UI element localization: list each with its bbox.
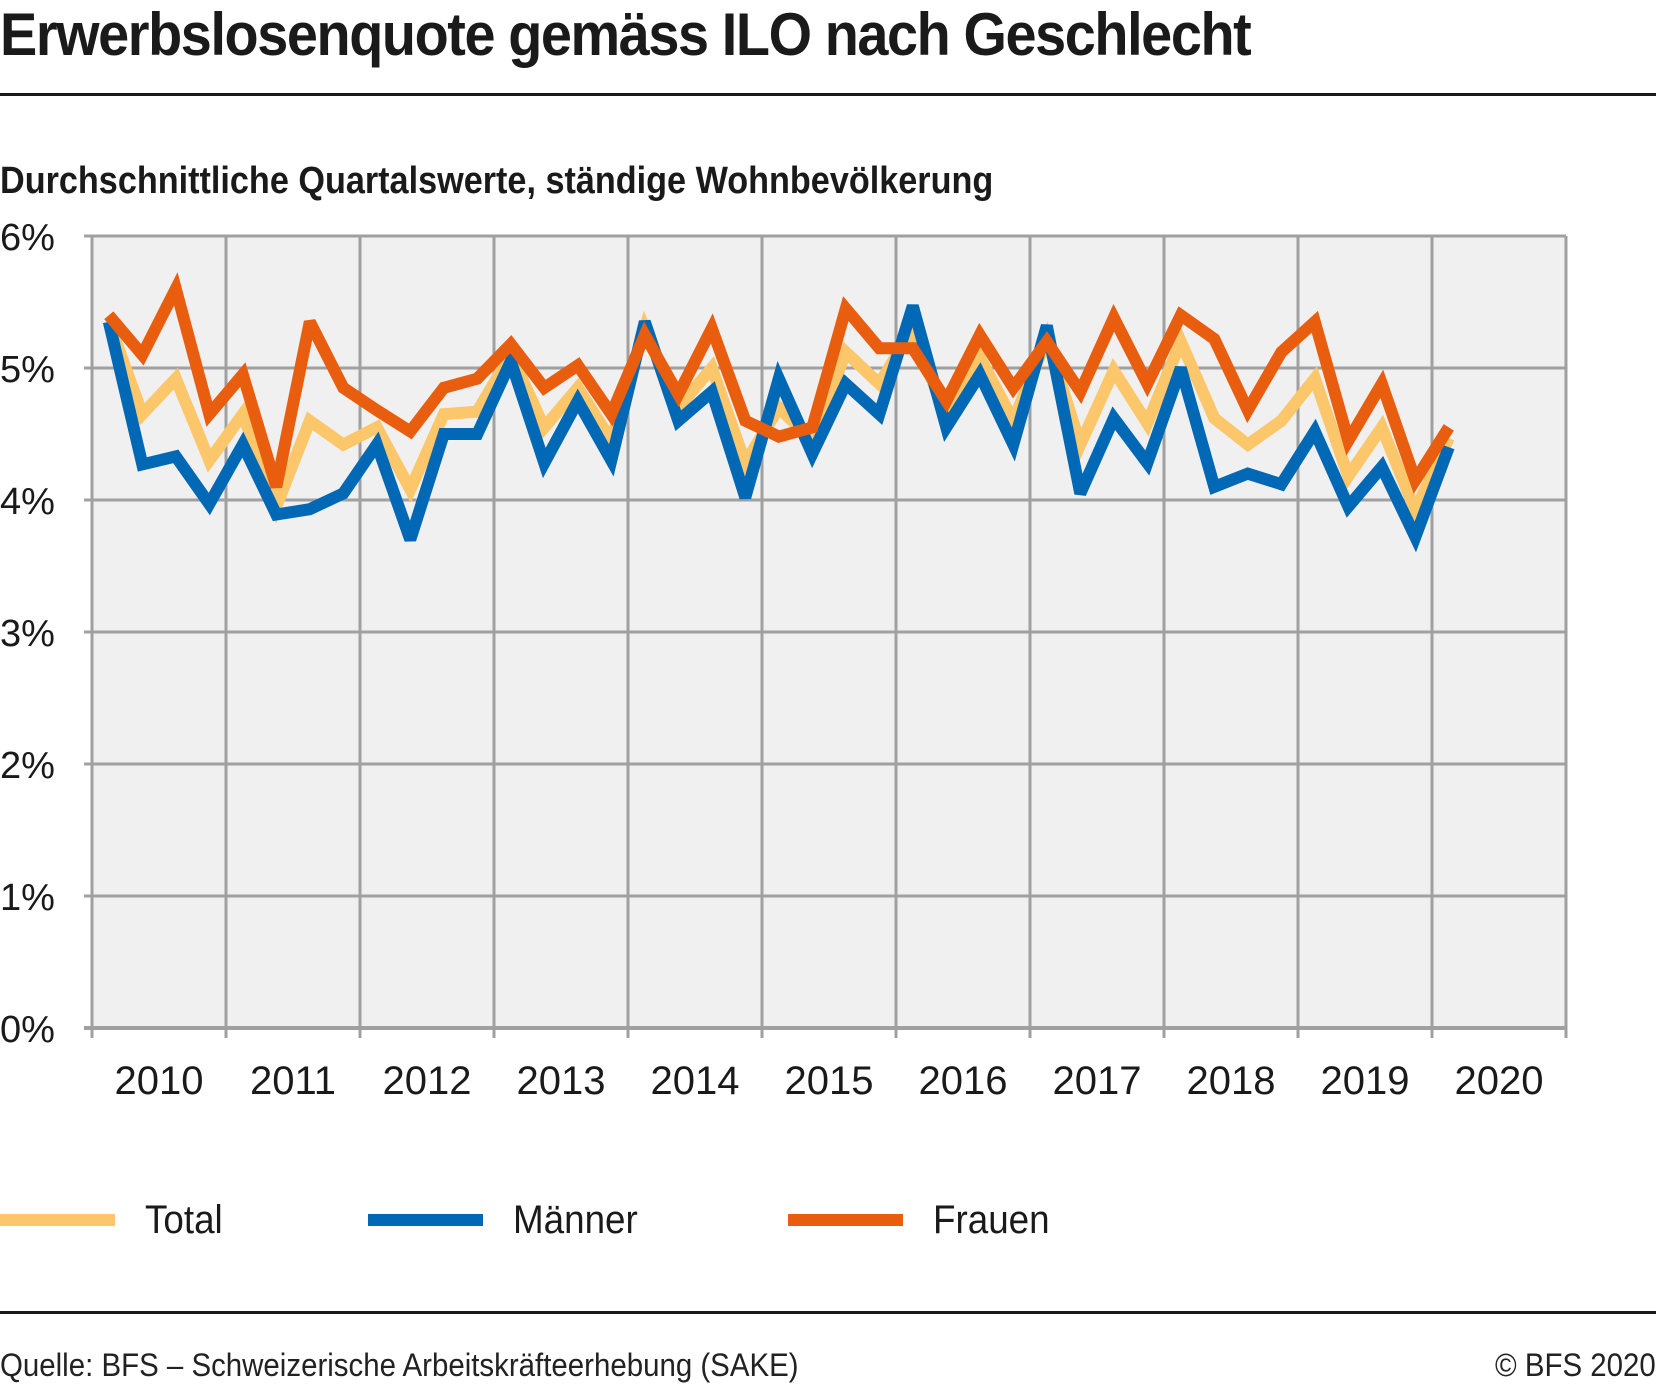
x-tick-label: 2011 — [250, 1059, 336, 1103]
title-divider — [0, 93, 1656, 96]
y-tick-label: 5% — [0, 349, 55, 391]
y-tick-label: 6% — [0, 220, 55, 259]
legend-item-total: Total — [0, 1190, 230, 1250]
legend-item-maenner: Männer — [368, 1190, 649, 1250]
chart-subtitle: Durchschnittliche Quartalswerte, ständig… — [0, 160, 994, 202]
legend-label-frauen: Frauen — [933, 1197, 1050, 1242]
series-line-total — [103, 310, 1455, 526]
legend-label-maenner: Männer — [513, 1197, 638, 1242]
y-tick-label: 2% — [0, 745, 55, 787]
source-note: Quelle: BFS – Schweizerische Arbeitskräf… — [0, 1347, 799, 1383]
footer-divider — [0, 1311, 1656, 1314]
legend: Total Männer Frauen — [0, 1190, 1656, 1250]
line-chart: 0% 1% 2% 3% 4% 5% 6% 2010 2011 2012 2013 2014 2015 20… — [0, 220, 1568, 1103]
y-tick-label: 3% — [0, 613, 55, 655]
legend-item-frauen: Frauen — [788, 1190, 1060, 1250]
x-tick-label: 2017 — [1053, 1059, 1142, 1103]
series-line-mnner — [102, 304, 1455, 553]
y-tick-label: 1% — [0, 877, 55, 919]
x-tick-label: 2020 — [1455, 1059, 1544, 1103]
x-tick-label: 2014 — [651, 1059, 740, 1103]
y-tick-label: 0% — [0, 1009, 55, 1051]
x-tick-label: 2013 — [517, 1059, 606, 1103]
x-tick-label: 2012 — [383, 1059, 472, 1103]
x-tick-label: 2018 — [1187, 1059, 1276, 1103]
x-tick-label: 2019 — [1321, 1059, 1410, 1103]
legend-swatch-total — [0, 1214, 115, 1226]
y-tick-label: 4% — [0, 481, 55, 523]
legend-swatch-frauen — [788, 1214, 903, 1226]
legend-swatch-maenner — [368, 1214, 483, 1226]
copyright-note: © BFS 2020 — [1495, 1347, 1656, 1383]
x-tick-label: 2010 — [115, 1059, 204, 1103]
series-line-frauen — [104, 272, 1454, 494]
x-tick-label: 2016 — [919, 1059, 1008, 1103]
legend-label-total: Total — [145, 1197, 223, 1242]
chart-title: Erwerbslosenquote gemäss ILO nach Geschl… — [0, 1, 1252, 68]
x-tick-label: 2015 — [785, 1059, 874, 1103]
